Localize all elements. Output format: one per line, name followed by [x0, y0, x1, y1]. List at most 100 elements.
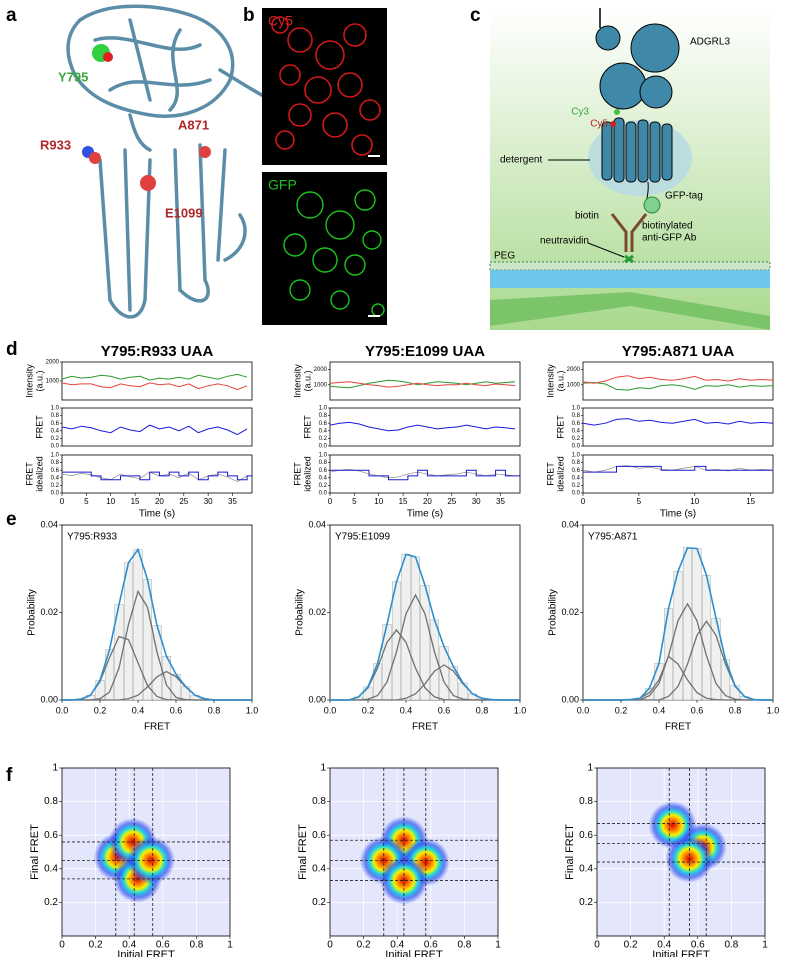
x-tick-label: 0.4 — [653, 705, 666, 715]
x-tick-label: 0 — [327, 940, 333, 951]
y-tick-label: 0.6 — [319, 468, 328, 474]
y-tick-label: 0.8 — [319, 460, 328, 466]
x-tick-label: 0.4 — [390, 940, 404, 951]
y-axis-label: Intensity — [545, 364, 555, 398]
y-tick-label: 0.2 — [51, 436, 60, 442]
trace-line — [61, 424, 248, 436]
schematic-label: Cy5 — [590, 119, 608, 130]
y-tick-label: 0.0 — [51, 491, 60, 497]
y-tick-label: 0.6 — [319, 421, 328, 427]
y-tick-label: 1.0 — [51, 453, 60, 459]
histogram-bar — [123, 562, 134, 701]
x-tick-label: 0.2 — [362, 705, 375, 715]
residue-label: E1099 — [165, 205, 203, 220]
trace-line — [329, 421, 516, 432]
y-tick-label: 0.2 — [572, 483, 581, 489]
y-tick-label: 2000 — [567, 367, 581, 373]
x-axis-label: FRET — [665, 722, 691, 733]
y-tick-label: 0.04 — [308, 519, 326, 529]
x-tick-label: 1.0 — [246, 705, 259, 715]
y-tick-label: 0.02 — [40, 607, 58, 617]
y-tick-label: 0.04 — [40, 519, 58, 529]
x-axis-label: Time (s) — [139, 509, 175, 520]
y-tick-label: 0.8 — [572, 460, 581, 466]
channel-label: GFP — [268, 177, 297, 193]
y-tick-label: 0.00 — [308, 694, 326, 704]
plot-frame — [329, 361, 521, 401]
plot-frame — [329, 407, 521, 447]
trace-title: Y795:E1099 UAA — [365, 343, 485, 360]
raw-fret-trace — [61, 471, 248, 483]
x-tick-label: 5 — [84, 497, 89, 506]
x-tick-label: 10 — [374, 497, 383, 506]
x-tick-label: 1.0 — [514, 705, 527, 715]
y-tick-label: 1000 — [567, 382, 581, 388]
panel-label: d — [6, 339, 18, 360]
x-tick-label: 0.2 — [615, 705, 628, 715]
x-tick-label: 15 — [131, 497, 140, 506]
schematic — [489, 8, 771, 330]
channel-label: Cy5 — [268, 13, 293, 29]
panel-label: f — [6, 765, 13, 786]
schematic-label: ADGRL3 — [690, 37, 730, 48]
y-tick-label: 1 — [587, 763, 593, 774]
y-tick-label: 0.4 — [44, 863, 58, 874]
x-tick-label: 0.4 — [400, 705, 413, 715]
x-tick-label: 0 — [581, 497, 586, 506]
trace-line — [61, 382, 248, 391]
scale-bar — [368, 315, 380, 317]
y-tick-label: 0.4 — [319, 475, 328, 481]
y-tick-label: 0.2 — [319, 483, 328, 489]
plot-frame — [329, 767, 499, 937]
x-tick-label: 30 — [204, 497, 213, 506]
y-axis-label: Final FRET — [564, 824, 576, 880]
x-tick-label: 0.6 — [156, 940, 170, 951]
trace-line — [582, 418, 774, 426]
plot-frame — [61, 767, 231, 937]
histogram-bar — [410, 556, 421, 701]
cell-outlines — [271, 16, 381, 156]
y-tick-label: 0.04 — [561, 519, 579, 529]
y-tick-label: 0.8 — [51, 413, 60, 419]
y-tick-label: 0.6 — [572, 468, 581, 474]
schematic-label: neutravidin — [540, 236, 589, 247]
y-axis-label: FRET — [555, 415, 565, 439]
plot-frame — [582, 407, 774, 447]
y-axis-label: Probability — [548, 589, 559, 636]
x-tick-label: 0.2 — [94, 705, 107, 715]
x-tick-label: 0.2 — [89, 940, 103, 951]
scale-bar — [368, 155, 380, 157]
y-tick-label: 0.4 — [572, 428, 581, 434]
x-tick-label: 0.0 — [56, 705, 69, 715]
y-axis-label: Final FRET — [297, 824, 309, 880]
y-axis-label: FRET — [24, 462, 34, 486]
y-axis-label: (a.u.) — [34, 370, 44, 391]
x-tick-label: 35 — [228, 497, 237, 506]
x-tick-label: 0 — [60, 497, 65, 506]
y-axis-label: idealized — [34, 456, 44, 492]
y-axis-label: FRET — [545, 462, 555, 486]
residue-label: Y795 — [58, 69, 88, 84]
y-axis-label: idealized — [302, 456, 312, 492]
fit-line — [330, 553, 520, 701]
x-tick-label: 0.6 — [691, 940, 705, 951]
x-tick-label: 0.0 — [324, 705, 337, 715]
plot-frame — [61, 454, 253, 494]
histogram-bar — [692, 548, 702, 701]
y-tick-label: 0.2 — [319, 436, 328, 442]
y-tick-label: 2000 — [314, 367, 328, 373]
y-tick-label: 0.2 — [312, 897, 326, 908]
leader-line — [587, 242, 625, 258]
y-tick-label: 0.02 — [561, 607, 579, 617]
y-axis-label: FRET — [292, 462, 302, 486]
x-tick-label: 0.8 — [457, 940, 471, 951]
x-tick-label: 20 — [423, 497, 432, 506]
x-tick-label: 30 — [472, 497, 481, 506]
x-tick-label: 20 — [155, 497, 164, 506]
x-tick-label: 0.6 — [691, 705, 704, 715]
inset-label: Y795:A871 — [588, 532, 638, 543]
x-tick-label: 0.4 — [122, 940, 136, 951]
x-tick-label: 35 — [496, 497, 505, 506]
y-tick-label: 0.4 — [51, 475, 60, 481]
x-axis-label: FRET — [412, 722, 438, 733]
